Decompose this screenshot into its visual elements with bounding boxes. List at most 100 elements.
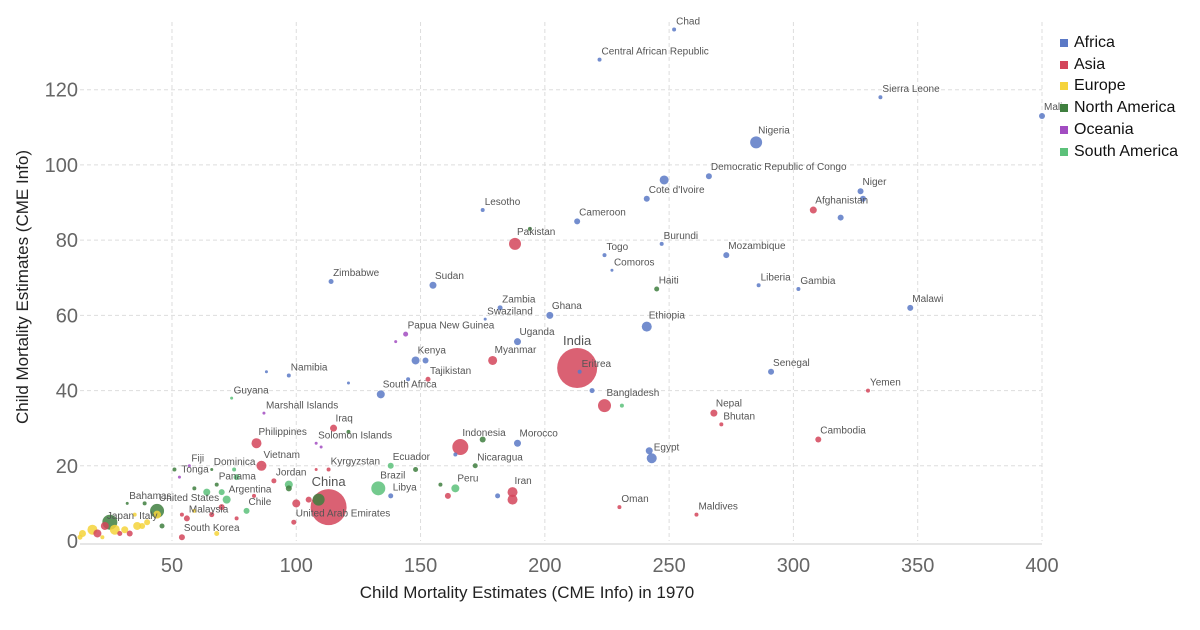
data-point (214, 530, 220, 536)
data-point (218, 489, 225, 496)
y-tick-label: 100 (45, 155, 78, 177)
point-label: Comoros (614, 258, 655, 269)
data-point (291, 519, 297, 525)
point-label: Ecuador (393, 452, 431, 463)
point-label: Nicaragua (477, 452, 523, 463)
grid-lines (80, 22, 1043, 545)
point-label: Eritrea (582, 359, 612, 370)
point-label: Iraq (336, 414, 353, 425)
point-label: Lesotho (485, 197, 521, 208)
legend-item[interactable]: South America (1060, 141, 1178, 163)
data-point (479, 436, 486, 443)
legend-item[interactable]: Africa (1060, 32, 1178, 54)
point-label: Togo (607, 242, 629, 253)
data-point (100, 521, 109, 530)
data-point (125, 501, 129, 505)
data-point (857, 188, 864, 195)
y-axis-ticks: 0 20 40 60 80 100 120 (45, 80, 78, 553)
point-label: Gambia (800, 276, 835, 287)
data-point (292, 499, 301, 508)
point-label: Swaziland (487, 307, 533, 318)
data-point (172, 467, 177, 472)
point-label: Marshall Islands (266, 401, 338, 412)
y-tick-label: 120 (45, 80, 78, 102)
data-point (507, 487, 518, 498)
data-point (234, 516, 239, 521)
point-label: Japan (107, 511, 134, 522)
data-point (865, 388, 870, 393)
point-label: Iran (515, 476, 532, 487)
data-point (286, 373, 291, 378)
point-label: Oman (621, 494, 648, 505)
point-label: Sudan (435, 271, 464, 282)
point-label: Kyrgyzstan (331, 457, 380, 468)
data-point (139, 522, 146, 529)
data-point (413, 467, 419, 473)
point-label: Peru (457, 473, 478, 484)
data-point (1039, 113, 1045, 120)
x-tick-label: 250 (652, 555, 685, 577)
point-label: Mali (1044, 102, 1062, 113)
legend-item[interactable]: Oceania (1060, 119, 1178, 141)
data-point (546, 311, 554, 319)
data-point (641, 321, 652, 332)
legend-swatch (1060, 38, 1068, 47)
data-point (305, 496, 312, 503)
data-point (192, 486, 197, 491)
data-point (643, 195, 650, 202)
data-point (429, 281, 437, 289)
point-label: Niger (863, 177, 888, 188)
y-tick-label: 20 (56, 456, 78, 478)
data-point (488, 355, 498, 365)
data-point (232, 467, 237, 472)
point-label: Sierra Leone (882, 84, 940, 95)
data-point (659, 241, 664, 246)
data-point (411, 356, 420, 365)
point-label: Argentina (229, 485, 272, 496)
data-point (330, 424, 338, 432)
data-point (314, 441, 318, 445)
x-tick-label: 50 (161, 555, 183, 577)
data-point (376, 390, 385, 399)
legend-item[interactable]: Asia (1060, 54, 1178, 76)
data-points (77, 27, 1045, 541)
data-point (710, 409, 718, 417)
data-point (159, 523, 165, 529)
point-label: Namibia (291, 363, 328, 374)
x-tick-label: 400 (1025, 555, 1058, 577)
point-label: Tonga (181, 465, 209, 476)
point-label: Bahamas (129, 491, 171, 502)
data-point (256, 460, 267, 471)
data-point (183, 515, 190, 522)
data-point (597, 57, 602, 62)
legend-swatch (1060, 147, 1068, 156)
data-point (483, 317, 487, 321)
data-point (809, 206, 817, 214)
data-point (243, 507, 250, 514)
data-point (602, 253, 607, 258)
data-point (346, 381, 350, 385)
data-point (252, 493, 257, 498)
point-label: Indonesia (462, 428, 506, 439)
x-tick-label: 100 (280, 555, 313, 577)
legend-label: Asia (1074, 55, 1106, 73)
point-label: Mozambique (728, 241, 786, 252)
legend-item[interactable]: Europe (1060, 76, 1178, 98)
point-label: Chile (249, 497, 272, 508)
legend-item[interactable]: North America (1060, 97, 1178, 119)
data-point (214, 482, 219, 487)
data-point (472, 463, 478, 469)
x-tick-label: 200 (528, 555, 561, 577)
point-label: Jordan (276, 467, 307, 478)
data-point (218, 504, 225, 511)
point-label: Haiti (659, 276, 679, 287)
data-point (705, 173, 712, 180)
data-point (557, 348, 598, 388)
data-point (453, 452, 458, 457)
legend-label: Oceania (1074, 121, 1134, 139)
point-label: Maldives (698, 502, 737, 513)
data-point (878, 95, 883, 100)
data-point (452, 438, 469, 455)
y-tick-label: 60 (56, 305, 78, 327)
data-point (100, 535, 105, 540)
